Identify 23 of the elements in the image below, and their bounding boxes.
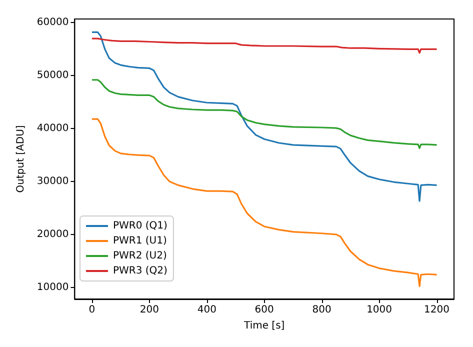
x-tick-label: 400: [197, 304, 216, 316]
x-axis-title: Time [s]: [243, 320, 285, 332]
line-series: [91, 118, 438, 288]
legend-label: PWR2 (U2): [113, 250, 167, 262]
legend-label: PWR1 (U1): [113, 236, 167, 246]
y-tick-label: 10000: [36, 282, 69, 293]
legend-label: PWR3 (Q2): [113, 266, 168, 276]
y-axis-title: Output [ADU]: [16, 125, 26, 193]
x-tick-label: 200: [140, 304, 159, 316]
x-tick-label: 0: [88, 304, 96, 316]
y-tick-label: 60000: [36, 17, 69, 28]
y-tick-label: 50000: [36, 70, 69, 82]
y-tick-label: 40000: [36, 123, 69, 134]
x-tick-label: 800: [312, 304, 332, 316]
x-tick-label: 600: [254, 304, 274, 316]
x-tick-label: 1200: [424, 304, 450, 316]
y-tick-label: 20000: [36, 228, 69, 240]
line-series: [91, 79, 438, 149]
line-series: [91, 38, 438, 54]
x-tick-label: 1000: [366, 304, 392, 316]
line-series: [91, 31, 438, 202]
legend-label: PWR0 (Q1): [113, 220, 168, 232]
y-tick-label: 30000: [36, 176, 69, 187]
